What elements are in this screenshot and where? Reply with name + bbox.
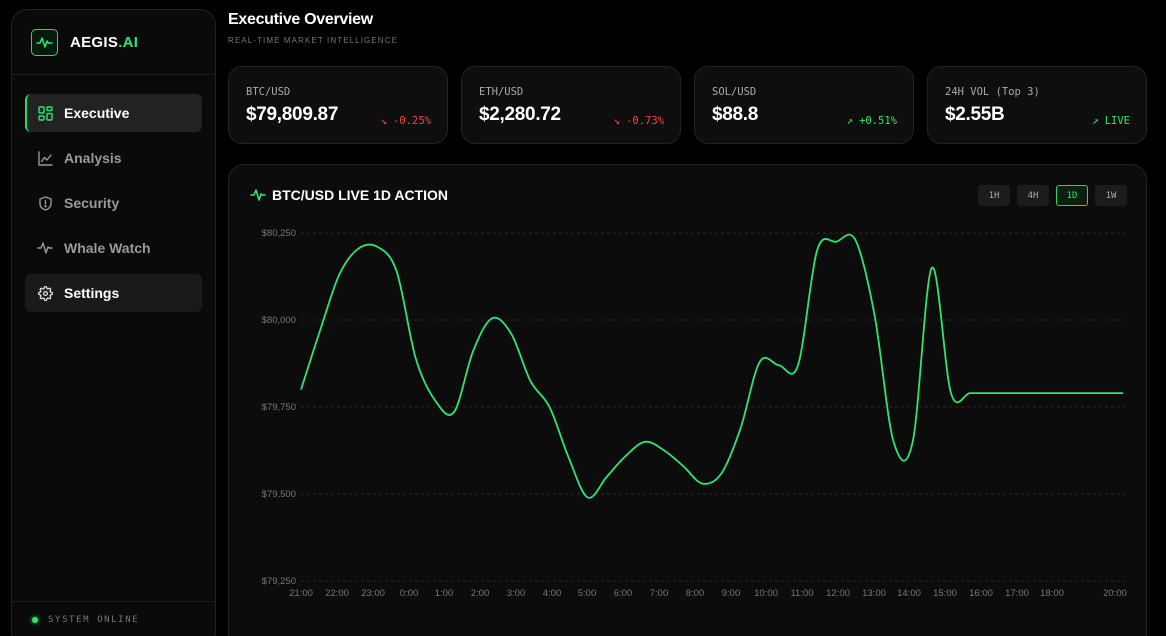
stat-label: SOL/USD	[712, 86, 757, 98]
range-selector: 1H 4H 1D 1W	[971, 185, 1127, 206]
page-subtitle: REAL-TIME MARKET INTELLIGENCE	[228, 36, 399, 45]
stat-card-eth[interactable]: ETH/USD $2,280.72 ↘ -0.73%	[461, 66, 681, 144]
stat-value: $88.8	[712, 104, 759, 125]
x-tick-label: 7:00	[650, 588, 669, 599]
x-tick-label: 5:00	[578, 588, 597, 599]
x-tick-label: 14:00	[897, 588, 921, 599]
line-chart-icon	[37, 150, 53, 166]
shield-icon	[37, 195, 53, 211]
y-tick-label: $79,750	[262, 402, 296, 413]
chart-panel: $80,250 $80,000 $79,750 $79,500 $79,250 21:00…	[228, 164, 1147, 636]
gear-icon	[37, 285, 53, 301]
y-tick-label: $80,000	[262, 315, 296, 326]
x-tick-label: 20:00	[1103, 588, 1127, 599]
price-chart: $80,250 $80,000 $79,750 $79,500 $79,25021:00…	[262, 228, 1127, 599]
y-tick-label: $79,500	[262, 489, 296, 500]
stat-label: 24H VOL (Top 3)	[945, 86, 1040, 98]
sidebar-item-analysis[interactable]: Analysis	[25, 139, 202, 177]
stat-change: ↗ +0.51%	[846, 114, 897, 127]
sidebar: AEGIS.AI Executive Analysis Security Wha…	[11, 9, 216, 636]
x-tick-label: 16:00	[969, 588, 993, 599]
stat-label: BTC/USD	[246, 86, 291, 98]
x-tick-label: 23:00	[361, 588, 385, 599]
stat-change: ↘ -0.25%	[380, 114, 431, 127]
y-tick-label: $80,250	[262, 228, 296, 239]
stat-value: $2.55B	[945, 104, 1005, 125]
sidebar-item-label: Security	[64, 195, 120, 211]
activity-icon	[37, 240, 53, 256]
page-title: Executive Overview	[228, 11, 373, 28]
sidebar-item-label: Analysis	[64, 150, 122, 166]
arrow-down-right-icon: ↘	[380, 114, 388, 127]
system-status: SYSTEM ONLINE	[12, 601, 215, 625]
x-tick-label: 10:00	[754, 588, 778, 599]
x-tick-label: 15:00	[933, 588, 957, 599]
brand-accent: .AI	[118, 33, 139, 51]
stat-card-btc[interactable]: BTC/USD $79,809.87 ↘ -0.25%	[228, 66, 448, 144]
x-tick-label: 1:00	[435, 588, 454, 599]
x-tick-label: 0:00	[400, 588, 419, 599]
x-tick-label: 11:00	[790, 588, 813, 599]
activity-logo-icon	[31, 28, 58, 56]
arrow-down-right-icon: ↘	[613, 114, 621, 127]
chart-title-text: BTC/USD LIVE 1D ACTION	[272, 187, 449, 203]
sidebar-item-whale-watch[interactable]: Whale Watch	[25, 229, 202, 267]
sidebar-item-executive[interactable]: Executive	[25, 94, 202, 132]
x-tick-label: 3:00	[507, 588, 526, 599]
stat-card-sol[interactable]: SOL/USD $88.8 ↗ +0.51%	[694, 66, 914, 144]
x-tick-label: 2:00	[471, 588, 490, 599]
chart-title: BTC/USD LIVE 1D ACTION	[250, 187, 448, 203]
range-4h-button[interactable]: 4H	[1017, 185, 1049, 206]
arrow-up-right-icon: ↗	[846, 114, 854, 127]
x-tick-label: 8:00	[686, 588, 705, 599]
sidebar-item-label: Whale Watch	[64, 240, 151, 256]
range-1d-button[interactable]: 1D	[1056, 185, 1088, 206]
x-tick-label: 13:00	[862, 588, 886, 599]
activity-icon	[250, 188, 266, 202]
range-1w-button[interactable]: 1W	[1095, 185, 1127, 206]
sidebar-item-label: Executive	[64, 105, 130, 121]
stat-value: $2,280.72	[479, 104, 561, 125]
y-tick-label: $79,250	[262, 576, 296, 587]
sidebar-nav: Executive Analysis Security Whale Watch …	[12, 75, 215, 312]
sidebar-item-label: Settings	[64, 285, 120, 301]
system-status-text: SYSTEM ONLINE	[48, 615, 140, 625]
brand[interactable]: AEGIS.AI	[12, 10, 215, 75]
sidebar-item-settings[interactable]: Settings	[25, 274, 202, 312]
stat-label: ETH/USD	[479, 86, 524, 98]
x-tick-label: 21:00	[289, 588, 313, 599]
stat-value: $79,809.87	[246, 104, 339, 125]
x-tick-label: 4:00	[543, 588, 562, 599]
x-tick-label: 17:00	[1005, 588, 1029, 599]
arrow-up-right-icon: ↗	[1092, 114, 1099, 127]
x-tick-label: 6:00	[614, 588, 633, 599]
status-dot-icon	[32, 617, 38, 623]
stat-change: ↘ -0.73%	[613, 114, 664, 127]
range-1h-button[interactable]: 1H	[978, 185, 1010, 206]
x-tick-label: 12:00	[826, 588, 850, 599]
price-line	[300, 233, 1123, 499]
dashboard-icon	[37, 105, 53, 121]
stat-change: ↗ LIVE	[1092, 114, 1130, 127]
x-tick-label: 9:00	[722, 588, 741, 599]
stat-card-volume[interactable]: 24H VOL (Top 3) $2.55B ↗ LIVE	[927, 66, 1147, 144]
x-tick-label: 18:00	[1040, 588, 1064, 599]
brand-name: AEGIS.AI	[70, 33, 139, 51]
sidebar-item-security[interactable]: Security	[25, 184, 202, 222]
x-tick-label: 22:00	[325, 588, 349, 599]
